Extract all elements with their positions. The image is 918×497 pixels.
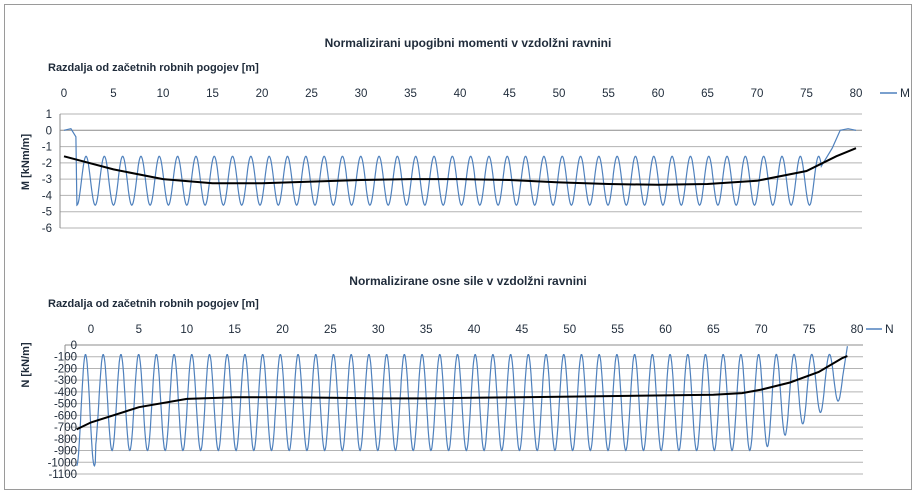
moment-chart-x-ticks: 0 5 10 15 20 25 30 35 40 45 50 55 60 65 70 75 80 [61,88,863,100]
y-tick-label: -5 [42,207,52,219]
y-tick-label: -2 [42,158,52,170]
x-tick-label: 65 [707,324,720,336]
x-tick-label: 70 [751,88,764,100]
moment-chart-y-ticks: 1 0 -1 -2 -3 -4 -5 -6 [42,109,53,235]
x-tick-label: 45 [515,324,528,336]
x-tick-label: 15 [206,88,219,100]
x-tick-label: 30 [355,88,368,100]
y-tick-label: -3 [42,174,52,186]
x-tick-label: 40 [454,88,467,100]
trend-line [63,147,857,186]
y-tick-label: -700 [54,422,77,434]
moment-chart-series [63,128,857,207]
y-tick-label: -100 [54,352,77,364]
x-tick-label: 50 [563,324,576,336]
x-tick-label: 40 [468,324,481,336]
x-tick-label: 5 [110,88,116,100]
y-tick-label: -800 [54,434,77,446]
series-line-N [76,346,848,468]
x-tick-label: 55 [611,324,624,336]
x-tick-label: 5 [136,324,142,336]
x-tick-label: 75 [803,324,816,336]
x-tick-label: 20 [256,88,269,100]
y-tick-label: -300 [54,375,77,387]
x-tick-label: 75 [800,88,813,100]
figure-frame [4,4,912,490]
moment-chart-legend: M [880,86,910,100]
y-tick-label: 1 [46,109,52,121]
y-tick-label: -600 [54,410,77,422]
trend-line [76,355,848,431]
series-line-M [63,128,857,207]
y-tick-label: -1100 [48,469,77,481]
legend-label-N: N [885,322,894,336]
x-tick-label: 35 [404,88,417,100]
axial-chart-series [76,346,848,468]
legend-label-M: M [900,86,910,100]
x-tick-label: 10 [180,324,193,336]
x-tick-label: 0 [61,88,67,100]
x-tick-label: 60 [659,324,672,336]
y-tick-label: -4 [42,190,53,202]
moment-chart-xlabel: Razdalja od začetnih robnih pogojev [m] [48,62,259,74]
x-tick-label: 45 [503,88,516,100]
x-tick-label: 60 [652,88,665,100]
x-tick-label: 0 [88,324,94,336]
axial-chart-xlabel: Razdalja od začetnih robnih pogojev [m] [48,298,259,310]
x-tick-label: 25 [305,88,318,100]
y-tick-label: -1 [42,142,52,154]
y-tick-label: -900 [54,446,77,458]
x-tick-label: 80 [851,324,864,336]
x-tick-label: 80 [850,88,863,100]
axial-chart-ylabel: N [kN/m] [20,342,32,388]
moment-chart-ylabel: M [kNm/m] [20,134,32,191]
axial-force-chart: Normalizirane osne sile v vzdolžni ravni… [20,274,894,481]
x-tick-label: 70 [755,324,768,336]
axial-chart-title: Normalizirane osne sile v vzdolžni ravni… [349,274,586,288]
x-tick-label: 50 [553,88,566,100]
moment-chart: Normalizirani upogibni momenti v vzdolžn… [20,36,910,235]
x-tick-label: 20 [276,324,289,336]
x-tick-label: 65 [701,88,714,100]
y-tick-label: 0 [46,125,52,137]
axial-chart-legend: N [866,322,894,336]
x-tick-label: 35 [420,324,433,336]
y-tick-label: -400 [54,387,77,399]
y-tick-label: -1000 [48,457,77,469]
moment-chart-grid [59,113,862,229]
y-tick-label: -500 [54,399,77,411]
axial-chart-y-ticks: 0-100-200-300-400-500-600-700-800-900-10… [48,340,77,481]
moment-chart-title: Normalizirani upogibni momenti v vzdolžn… [325,36,612,50]
x-tick-label: 55 [602,88,615,100]
x-tick-label: 25 [324,324,337,336]
y-tick-label: -6 [42,223,52,235]
axial-chart-x-ticks: 0 5 10 15 20 25 30 35 40 45 50 55 60 65 70 75 80 [88,324,864,336]
x-tick-label: 10 [157,88,170,100]
x-tick-label: 15 [228,324,241,336]
y-tick-label: 0 [71,340,77,352]
x-tick-label: 30 [372,324,385,336]
y-tick-label: -200 [54,363,77,375]
